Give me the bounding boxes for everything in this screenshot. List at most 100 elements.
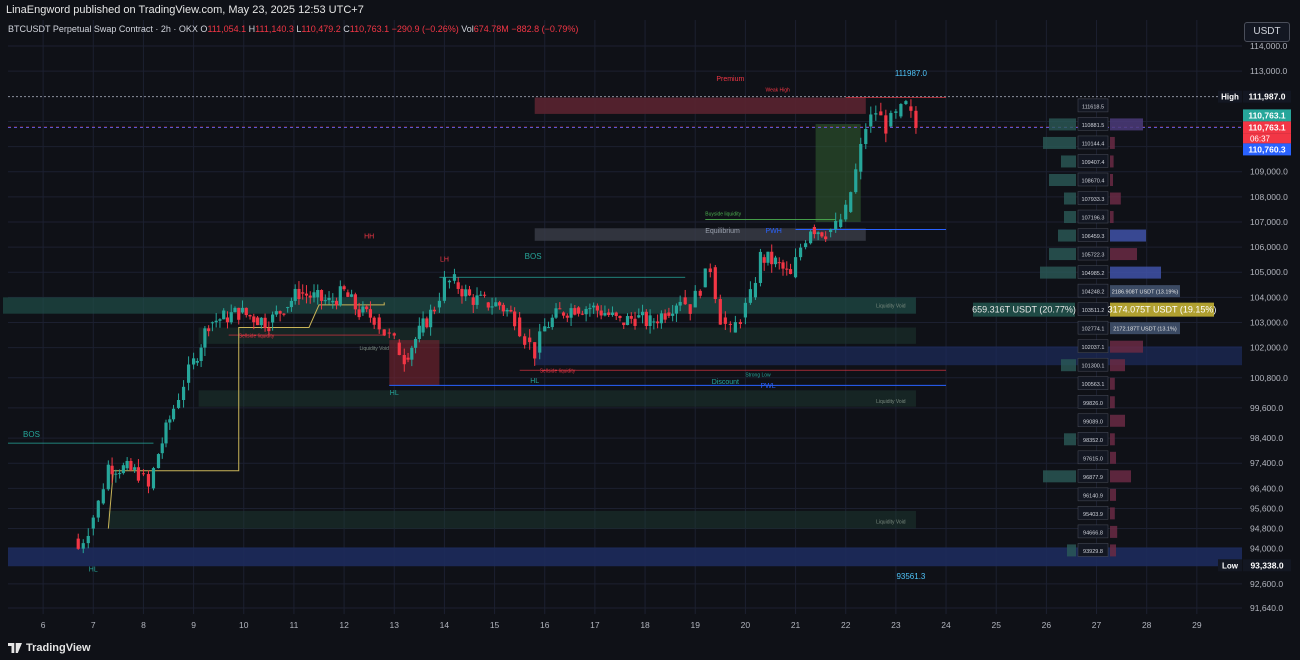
time-axis-tick: 29	[1192, 620, 1202, 630]
candle-body	[490, 306, 494, 308]
symbol-name[interactable]: BTCUSDT Perpetual Swap Contract · 2h · O…	[8, 24, 198, 34]
candle-body	[894, 111, 898, 113]
volume-level-price: 104985.2	[1082, 271, 1105, 277]
tradingview-logo[interactable]: TradingView	[8, 642, 91, 654]
volume-level-price: 106459.3	[1082, 234, 1105, 240]
volume-level-box	[1077, 506, 1109, 520]
candle-body	[460, 288, 464, 297]
candle-body	[674, 305, 679, 314]
candle-body	[874, 113, 878, 115]
volume-buy-bar	[1061, 155, 1076, 168]
candle-body	[678, 301, 682, 306]
price-axis-tick: 96,400.0	[1250, 483, 1283, 493]
price-axis-tick: 114,000.0	[1250, 41, 1287, 51]
candle-body	[482, 294, 487, 296]
poc-sell-value: 2172.187T USDT (13.1%)	[1113, 327, 1177, 333]
candle-body	[207, 328, 211, 332]
currency-button[interactable]: USDT	[1244, 22, 1290, 42]
volume-level-box	[1077, 302, 1109, 316]
low-value-label: 93561.3	[896, 572, 925, 581]
candle-body	[312, 292, 316, 298]
candle-body	[652, 321, 656, 323]
fvg-zone-3	[108, 510, 916, 529]
bid-price-tag-bg	[1243, 143, 1291, 156]
open-value: 111,054.1	[207, 24, 247, 34]
candle-body	[342, 286, 346, 290]
volume-level-box	[1077, 395, 1109, 409]
summary-left-value: 659.316T USDT (20.77%)	[972, 305, 1076, 315]
candle-body	[372, 317, 376, 325]
candle-body	[86, 535, 90, 544]
candle-body	[222, 310, 226, 320]
candle-body	[368, 309, 373, 318]
candle-body	[629, 316, 633, 319]
candle-body	[410, 347, 414, 360]
candle-body	[106, 464, 110, 490]
candle-body	[494, 302, 498, 307]
time-axis-tick: 12	[339, 620, 349, 630]
structure-label: LH	[440, 257, 449, 264]
candle-body	[633, 318, 637, 326]
volume-buy-bar	[1064, 192, 1076, 205]
volume-sell-bar	[1110, 470, 1131, 483]
candle-body	[308, 295, 312, 298]
candle-body	[595, 305, 600, 311]
volume-level-box	[1077, 117, 1109, 131]
candle-body	[644, 311, 648, 327]
candle-body	[429, 309, 433, 328]
time-axis-tick: 16	[540, 620, 550, 630]
candle-body	[550, 317, 554, 328]
price-axis-tick: 113,000.0	[1250, 66, 1287, 76]
volume-level-price: 110144.4	[1082, 141, 1105, 147]
price-axis-tick: 95,600.0	[1250, 503, 1283, 513]
liquidity-void-label: Liquidity Void	[876, 520, 906, 526]
volume-sell-bar	[1110, 229, 1146, 242]
candle-body	[186, 364, 191, 383]
volume-level-price: 105722.3	[1082, 253, 1105, 259]
candle-body	[698, 290, 702, 296]
candle-body	[546, 327, 551, 329]
candle-body	[240, 307, 245, 313]
candle-body	[486, 302, 490, 308]
premium-label: Premium	[716, 76, 744, 83]
candle-body	[558, 308, 562, 310]
price-axis-tick: 107,000.0	[1250, 217, 1288, 227]
high-price-tag-bg	[1243, 90, 1291, 103]
candle-body	[497, 302, 502, 306]
candle-body	[164, 422, 168, 444]
volume-buy-bar	[1040, 266, 1076, 279]
volume-level-price: 100563.1	[1082, 382, 1105, 388]
premium-zone	[534, 97, 866, 114]
high-label: H	[248, 24, 256, 34]
time-axis-tick: 21	[791, 620, 801, 630]
candle-body	[271, 314, 275, 323]
volume-level-box	[1077, 413, 1109, 428]
candle-body	[671, 313, 675, 316]
volume-level-box	[1077, 283, 1109, 298]
volume-level-price: 95403.9	[1083, 512, 1103, 518]
volume-sell-bar	[1110, 136, 1115, 149]
candle-body	[561, 312, 566, 316]
candle-body	[304, 293, 309, 296]
candle-body	[656, 321, 660, 324]
volume-level-box	[1077, 209, 1109, 224]
volume-buy-bar	[1049, 248, 1076, 261]
volume-level-box	[1077, 265, 1109, 279]
candle-body	[297, 288, 301, 300]
candle-body	[518, 317, 522, 337]
time-axis-tick: 6	[41, 620, 46, 630]
candle-body	[402, 354, 406, 365]
volume-sell-bar	[1110, 266, 1161, 279]
candle-body	[282, 313, 286, 315]
candle-body	[467, 289, 472, 296]
candle-body	[377, 317, 381, 330]
volume-level-box	[1077, 524, 1109, 539]
volume-buy-bar	[1043, 470, 1076, 483]
candle-body	[798, 247, 803, 258]
candle-body	[824, 236, 828, 240]
time-axis-tick: 9	[191, 620, 196, 630]
candle-body	[413, 338, 418, 348]
candle-body	[762, 257, 766, 263]
price-axis-tick: 94,800.0	[1250, 524, 1283, 534]
